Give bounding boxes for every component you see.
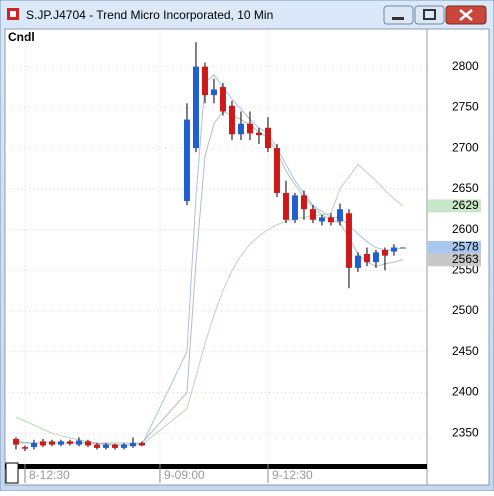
x-tick-label: 8-12:30 <box>29 468 70 482</box>
candle-body <box>39 441 46 446</box>
x-tick-label: 9-09:00 <box>164 468 205 482</box>
time-bar <box>5 464 427 469</box>
candle-body <box>228 105 235 135</box>
candle-body <box>327 217 334 223</box>
y-tick-label: 2600 <box>452 222 479 236</box>
candle-body <box>210 89 217 96</box>
price-marker-label: 2563 <box>452 252 479 266</box>
candle-body <box>300 195 307 210</box>
candle-body <box>129 443 136 447</box>
candle-body <box>30 443 37 448</box>
y-tick-label: 2650 <box>452 181 479 195</box>
maximize-button[interactable] <box>414 5 445 25</box>
candle-body <box>120 444 127 448</box>
candle-body <box>246 123 253 134</box>
price-marker-label: 2578 <box>452 240 479 254</box>
minimize-icon <box>392 17 404 20</box>
candle-body <box>219 87 226 112</box>
candle-body <box>48 441 55 445</box>
candle-body <box>93 444 100 448</box>
moving-average <box>15 163 404 446</box>
candle-body <box>102 444 109 448</box>
price-marker <box>428 199 481 213</box>
y-tick-label: 2800 <box>452 59 479 73</box>
scroll-box[interactable] <box>5 462 19 484</box>
maximize-icon <box>423 9 436 20</box>
candle-body <box>21 447 28 449</box>
candle-body <box>183 119 190 202</box>
candle-body <box>363 254 370 263</box>
y-tick-label: 2450 <box>452 344 479 358</box>
candle-body <box>390 247 397 252</box>
candle-body <box>273 148 280 193</box>
price-marker <box>428 253 481 267</box>
candle-body <box>381 249 388 256</box>
window-title: S.JP.J4704 - Trend Micro Incorporated, 1… <box>26 8 273 22</box>
close-icon <box>459 9 473 21</box>
candle-body <box>336 209 343 222</box>
y-tick-label: 2500 <box>452 303 479 317</box>
candle-body <box>354 255 361 268</box>
chart-label: Cndl <box>8 30 35 44</box>
candle-body <box>201 66 208 96</box>
minimize-button[interactable] <box>383 5 414 25</box>
y-tick-label: 2350 <box>452 425 479 439</box>
price-marker <box>428 241 481 254</box>
candle-body <box>57 441 64 445</box>
app-icon-inner <box>10 11 16 17</box>
candle-body <box>111 444 118 448</box>
candle-body <box>345 213 352 268</box>
candle-body <box>138 443 145 446</box>
price-marker-label: 2629 <box>452 198 479 212</box>
candle-body <box>192 66 199 149</box>
candle-body <box>399 247 406 249</box>
candle-body <box>255 132 262 136</box>
candle-body <box>237 123 244 135</box>
candle-body <box>84 441 91 446</box>
candle-body <box>372 252 379 263</box>
y-tick-label: 2400 <box>452 385 479 399</box>
candle-body <box>318 217 325 222</box>
y-tick-label: 2750 <box>452 100 479 114</box>
candle-body <box>66 441 73 444</box>
x-tick-label: 9-12:30 <box>272 468 313 482</box>
candle-body <box>264 127 271 149</box>
candle-body <box>309 209 316 220</box>
client-area <box>4 28 490 486</box>
candle-body <box>12 438 19 445</box>
moving-average <box>15 110 404 444</box>
candle-body <box>75 440 82 445</box>
candle-body <box>291 195 298 220</box>
candle-body <box>282 192 289 220</box>
y-tick-label: 2700 <box>452 140 479 154</box>
